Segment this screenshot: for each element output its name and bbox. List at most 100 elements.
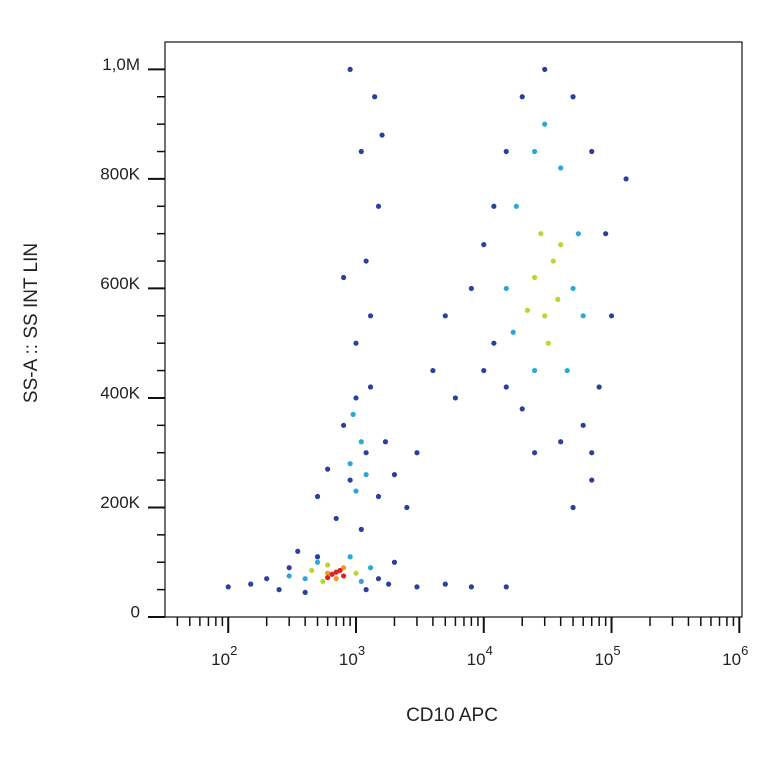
event-dot <box>386 581 392 587</box>
event-dot <box>532 367 538 374</box>
event-dot <box>333 576 339 582</box>
x-tick-label: 106 <box>722 643 748 669</box>
event-dot <box>603 231 609 237</box>
event-dot <box>314 493 321 500</box>
event-dot <box>468 285 474 292</box>
event-dot <box>248 581 254 587</box>
event-dot <box>510 329 516 335</box>
event-dot <box>276 587 282 593</box>
event-dot <box>302 589 308 595</box>
event-dot <box>363 450 369 456</box>
event-dot <box>452 395 459 401</box>
event-dot <box>314 554 321 560</box>
event-dot <box>333 569 339 575</box>
event-dot <box>481 242 487 248</box>
event-dot <box>503 285 509 292</box>
event-dot <box>375 576 382 582</box>
y-axis-label: SS-A :: SS INT LIN <box>21 243 42 403</box>
event-dot <box>414 450 420 456</box>
x-tick-exponent: 5 <box>613 643 620 658</box>
event-dot <box>358 148 364 155</box>
event-dot <box>341 573 347 579</box>
event-dot <box>353 340 359 346</box>
x-tick-base: 10 <box>211 650 230 669</box>
event-dot <box>542 121 548 127</box>
event-dot <box>363 472 369 478</box>
event-dot <box>353 395 359 401</box>
event-dot <box>341 565 347 571</box>
event-dot <box>532 450 538 456</box>
event-dot <box>468 584 474 590</box>
event-dot <box>375 493 382 500</box>
y-tick-label: 200K <box>100 493 140 512</box>
x-tick-base: 10 <box>722 650 741 669</box>
x-tick-exponent: 2 <box>230 643 237 658</box>
event-dot <box>325 574 331 581</box>
event-dot <box>382 439 389 445</box>
event-dot <box>350 411 356 417</box>
event-dot <box>596 384 602 390</box>
event-dot <box>367 384 374 390</box>
event-dot <box>358 526 364 532</box>
event-dot <box>329 571 335 577</box>
event-dot <box>442 313 448 319</box>
event-dot <box>325 466 331 472</box>
event-dot <box>532 148 538 155</box>
x-tick-base: 10 <box>339 650 358 669</box>
event-dot <box>314 559 321 565</box>
x-axis-label: CD10 APC <box>406 705 498 726</box>
event-dot <box>503 148 509 155</box>
event-dot <box>589 450 595 456</box>
event-dot <box>542 313 548 319</box>
event-dot <box>580 313 586 319</box>
event-dot <box>347 554 353 560</box>
x-tick-label: 103 <box>339 643 365 669</box>
event-dot <box>564 367 570 374</box>
event-dot <box>347 477 353 483</box>
event-dot <box>589 477 595 483</box>
event-dot <box>363 258 369 264</box>
y-tick-label: 1,0M <box>102 55 140 74</box>
event-dot <box>372 94 378 100</box>
event-dot <box>558 242 564 248</box>
event-dot <box>309 567 315 574</box>
x-tick-label: 102 <box>211 643 237 669</box>
x-tick-exponent: 3 <box>358 643 365 658</box>
event-dot <box>264 576 270 582</box>
event-dot <box>545 340 551 346</box>
event-dot <box>404 504 410 511</box>
event-dot <box>302 576 308 582</box>
event-dot <box>325 562 331 568</box>
event-dot <box>225 584 231 590</box>
event-dot <box>341 422 347 428</box>
event-dot <box>286 565 292 571</box>
event-dot <box>341 274 347 281</box>
event-dot <box>325 570 331 576</box>
event-dot <box>542 66 548 72</box>
event-dot <box>442 581 448 587</box>
event-dot <box>375 203 382 209</box>
event-dot <box>481 367 487 374</box>
event-dot <box>580 422 586 428</box>
x-tick-exponent: 4 <box>486 643 493 658</box>
event-dot <box>358 439 364 445</box>
event-dot <box>286 573 292 579</box>
event-dot <box>414 584 420 590</box>
event-dot <box>608 313 615 319</box>
event-dot <box>430 367 436 374</box>
event-dot <box>353 570 359 576</box>
event-dot <box>491 340 497 346</box>
event-dot <box>570 94 576 100</box>
event-dot <box>391 472 398 478</box>
event-dot <box>538 231 544 237</box>
event-dot <box>379 132 385 138</box>
event-dot <box>295 548 301 554</box>
event-dot <box>491 203 497 209</box>
event-dot <box>519 94 525 100</box>
event-dot <box>589 148 595 155</box>
event-dot <box>363 587 369 593</box>
event-dot <box>513 203 519 209</box>
event-dot <box>570 504 576 511</box>
event-dot <box>358 578 364 585</box>
